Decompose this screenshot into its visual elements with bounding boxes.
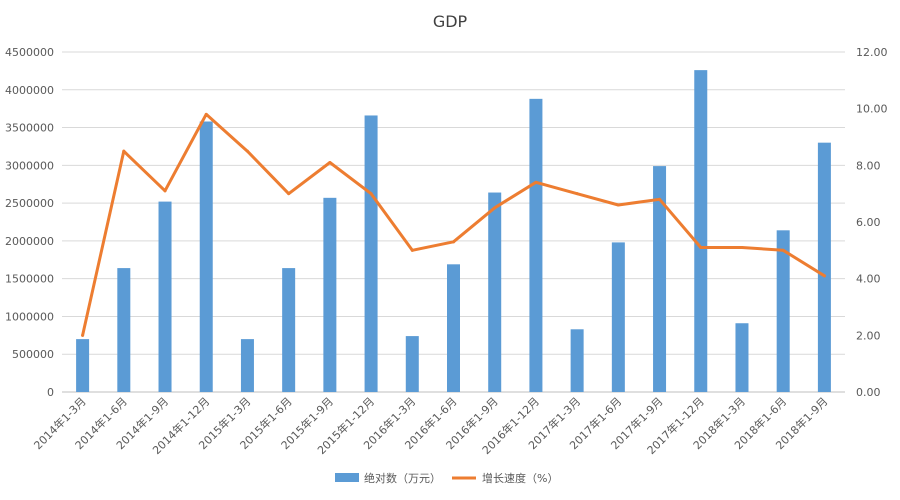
left-axis-tick-label: 2000000 bbox=[5, 235, 54, 248]
line-point bbox=[699, 246, 703, 249]
right-axis-tick-label: 2.00 bbox=[856, 329, 881, 342]
legend-label-bar: 绝对数（万元） bbox=[364, 471, 441, 485]
right-axis-tick-label: 10.00 bbox=[856, 103, 888, 116]
bar bbox=[488, 192, 502, 392]
line-series bbox=[81, 112, 826, 337]
bar bbox=[447, 264, 460, 392]
line-point bbox=[81, 333, 85, 337]
left-axis-tick-label: 4500000 bbox=[5, 46, 54, 59]
line-point bbox=[122, 149, 126, 153]
bar bbox=[323, 197, 337, 392]
bar bbox=[694, 70, 708, 392]
line-point bbox=[204, 112, 208, 116]
left-axis-tick-label: 3500000 bbox=[5, 122, 54, 135]
line-point bbox=[369, 192, 373, 196]
left-axis-ticks: 0 500000 1000000 1500000 2000000 2500000 30000… bbox=[5, 46, 54, 399]
bar bbox=[776, 230, 790, 392]
line-point bbox=[534, 180, 538, 184]
x-axis-ticks: 2014年1-3月2014年1-6月2014年1-9月2014年1-12月201… bbox=[31, 394, 831, 457]
line-point bbox=[163, 189, 167, 193]
bar bbox=[529, 98, 543, 392]
bar bbox=[405, 336, 419, 392]
line-point bbox=[328, 161, 332, 164]
bar bbox=[817, 142, 831, 392]
bar bbox=[611, 242, 625, 392]
line-point bbox=[575, 192, 579, 196]
line-point bbox=[245, 149, 249, 153]
bar bbox=[240, 339, 254, 392]
line-point bbox=[410, 248, 414, 252]
left-axis-tick-label: 2500000 bbox=[5, 197, 54, 210]
bar bbox=[570, 329, 584, 392]
right-axis-tick-label: 6.00 bbox=[856, 216, 881, 229]
left-axis-tick-label: 4000000 bbox=[5, 84, 54, 97]
right-axis-tick-label: 0.00 bbox=[856, 386, 881, 399]
bar bbox=[653, 166, 667, 392]
line-point bbox=[822, 274, 826, 278]
right-axis-tick-label: 8.00 bbox=[856, 159, 881, 172]
bar bbox=[199, 121, 213, 392]
line-point bbox=[493, 206, 497, 210]
line-point bbox=[740, 246, 744, 249]
line-point bbox=[658, 197, 662, 201]
legend: 绝对数（万元） 增长速度（%） bbox=[335, 471, 558, 485]
bar bbox=[76, 339, 90, 392]
left-axis-tick-label: 0 bbox=[47, 386, 54, 399]
left-axis-tick-label: 3000000 bbox=[5, 159, 54, 172]
line-point bbox=[781, 248, 785, 252]
left-axis-tick-label: 500000 bbox=[12, 348, 54, 361]
right-axis-tick-label: 4.00 bbox=[856, 273, 881, 286]
left-axis-tick-label: 1500000 bbox=[5, 273, 54, 286]
bar-series bbox=[76, 70, 831, 392]
chart-title: GDP bbox=[433, 12, 468, 31]
right-axis-tick-label: 12.00 bbox=[856, 46, 888, 59]
legend-label-line: 增长速度（%） bbox=[482, 471, 558, 485]
bar bbox=[364, 115, 378, 392]
right-axis-ticks: 0.00 2.00 4.00 6.00 8.00 10.00 12.00 bbox=[856, 46, 888, 399]
bar bbox=[158, 201, 172, 392]
legend-swatch-bar bbox=[335, 473, 359, 482]
line-point bbox=[452, 240, 455, 244]
bar bbox=[117, 268, 131, 392]
bar bbox=[735, 323, 749, 392]
line-point bbox=[616, 203, 620, 207]
bar bbox=[282, 268, 296, 392]
line-point bbox=[287, 192, 291, 196]
left-axis-tick-label: 1000000 bbox=[5, 310, 54, 323]
